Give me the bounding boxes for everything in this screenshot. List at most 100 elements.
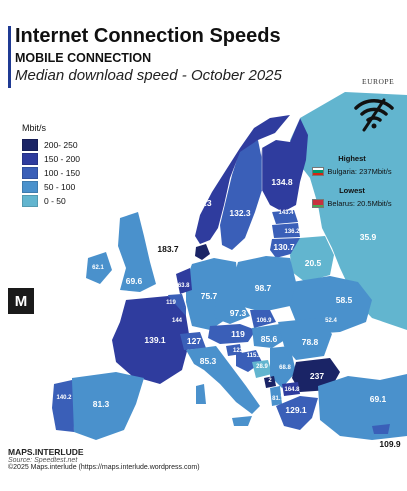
- value-austria: 119: [231, 329, 245, 339]
- value-netherlands: 163.8: [174, 283, 190, 289]
- region-norway: [195, 115, 290, 244]
- europe-map: [0, 88, 407, 448]
- region-netherlands: [176, 268, 192, 294]
- value-slovakia: 106.9: [256, 318, 272, 324]
- legend-item: 100 - 150: [22, 166, 80, 179]
- legend-label: 50 - 100: [44, 181, 76, 192]
- region-russia: [290, 92, 407, 330]
- region-uk: [118, 212, 156, 292]
- legend-swatch: [22, 194, 38, 207]
- value-hungary: 85.6: [260, 334, 278, 344]
- footer-copyright: ©2025 Maps.interlude (https://maps.inter…: [8, 464, 200, 471]
- region-switzerland: [180, 332, 206, 350]
- value-uk: 69.6: [125, 276, 143, 286]
- value-portugal: 140.2: [56, 395, 72, 401]
- value-spain: 81.3: [92, 399, 110, 409]
- region-moldova: [320, 311, 336, 334]
- value-belarus: 20.5: [304, 258, 322, 268]
- value-latvia: 136.2: [284, 229, 300, 235]
- header-accent-bar: [8, 26, 11, 88]
- map-legend: Mbit/s 200- 250 150 - 200 100 - 150 50 -…: [22, 123, 80, 208]
- value-cyprus: 109.9: [379, 439, 401, 449]
- page-title: Internet Connection Speeds: [15, 25, 281, 47]
- legend-item: 200- 250: [22, 138, 80, 151]
- region-france: [112, 296, 190, 384]
- lowest-label: Lowest: [339, 186, 365, 195]
- value-luxembourg: 144: [171, 318, 183, 324]
- footer: MAPS.INTERLUDE Source: Speedtest.net ©20…: [8, 447, 200, 471]
- region-denmark: [195, 244, 210, 260]
- region-label: EUROPE: [362, 77, 395, 86]
- legend-swatch: [22, 138, 38, 151]
- legend-item: 50 - 100: [22, 180, 80, 193]
- highest-entry: Bulgaria: 237Mbit/s: [302, 167, 402, 176]
- region-belarus: [290, 236, 334, 282]
- region-ireland: [86, 252, 112, 284]
- value-poland: 98.7: [254, 283, 272, 293]
- value-turkey: 69.1: [369, 394, 387, 404]
- legend-label: 100 - 150: [44, 167, 80, 178]
- region-poland: [232, 256, 296, 312]
- value-ukraine: 58.5: [335, 295, 353, 305]
- highest-label: Highest: [338, 154, 366, 163]
- region-montenegro: [264, 376, 276, 388]
- value-sweden: 132.3: [229, 208, 251, 218]
- value-czechia: 97.3: [229, 308, 247, 318]
- value-france: 139.1: [144, 335, 166, 345]
- bulgaria-flag-icon: [312, 167, 325, 176]
- legend-item: 150 - 200: [22, 152, 80, 165]
- region-turkey: [318, 374, 407, 440]
- value-finland: 134.8: [271, 177, 293, 187]
- region-albania: [270, 386, 282, 406]
- value-denmark: 183.7: [157, 244, 179, 254]
- value-estonia: 143.4: [278, 210, 294, 216]
- region-sweden: [220, 140, 262, 250]
- legend-label: 200- 250: [44, 139, 78, 150]
- value-lithuania: 130.7: [273, 242, 295, 252]
- value-moldova: 52.4: [325, 318, 337, 324]
- page-subtitle: MOBILE CONNECTION: [15, 51, 152, 65]
- region-finland: [260, 118, 308, 212]
- lowest-value: Belarus: 20.5Mbit/s: [327, 199, 392, 208]
- value-romania: 78.8: [301, 337, 319, 347]
- wifi-icon: [354, 98, 394, 132]
- legend-label: 0 - 50: [44, 195, 66, 206]
- legend-swatch: [22, 166, 38, 179]
- region-latvia: [272, 223, 300, 238]
- brand-logo: M: [8, 288, 34, 314]
- region-north-macedonia: [282, 382, 300, 396]
- value-russia: 35.9: [359, 232, 377, 242]
- region-greece: [276, 396, 318, 430]
- region-romania: [278, 318, 332, 360]
- legend-swatch: [22, 180, 38, 193]
- region-hungary: [252, 324, 288, 348]
- value-bulgaria: 237: [309, 371, 325, 381]
- region-austria: [208, 324, 256, 344]
- page-caption: Median download speed - October 2025: [15, 67, 282, 84]
- value-norway: 156.3: [190, 198, 212, 208]
- highest-value: Bulgaria: 237Mbit/s: [327, 167, 392, 176]
- value-germany: 75.7: [200, 291, 218, 301]
- region-serbia: [270, 346, 296, 388]
- lowest-entry: Belarus: 20.5Mbit/s: [302, 199, 402, 208]
- legend-swatch: [22, 152, 38, 165]
- region-estonia: [272, 210, 298, 224]
- value-north-macedonia: 164.8: [284, 387, 300, 393]
- region-bosnia: [252, 360, 272, 378]
- footer-source: Source: Speedtest.net: [8, 457, 78, 464]
- value-ireland: 62.1: [92, 265, 104, 271]
- value-serbia: 68.8: [279, 365, 291, 371]
- value-belgium: 119: [166, 300, 176, 306]
- region-cyprus: [372, 424, 390, 434]
- value-montenegro: 2: [268, 378, 272, 384]
- region-czechia: [214, 302, 250, 324]
- value-albania: 81.7: [272, 396, 284, 402]
- region-slovenia: [226, 344, 242, 356]
- legend-item: 0 - 50: [22, 194, 80, 207]
- region-spain: [72, 372, 144, 440]
- belarus-flag-icon: [312, 199, 325, 208]
- highest-lowest-panel: Highest Bulgaria: 237Mbit/s Lowest Belar…: [302, 152, 402, 218]
- region-sardinia: [196, 384, 206, 404]
- value-bosnia: 28.9: [256, 364, 268, 370]
- legend-label: 150 - 200: [44, 153, 80, 164]
